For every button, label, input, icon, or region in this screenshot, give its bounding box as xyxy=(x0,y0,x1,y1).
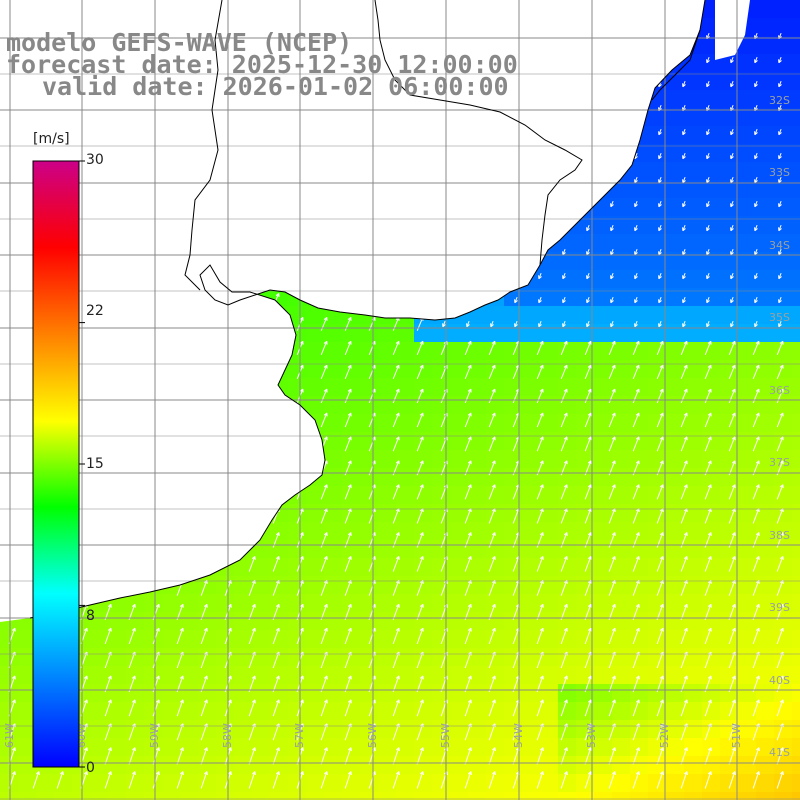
forecast-date: forecast date: 2025-12-30 12:00:00 xyxy=(6,50,518,79)
model-title: modelo GEFS-WAVE (NCEP) xyxy=(6,28,353,57)
coastline xyxy=(29,0,706,619)
latitude-label: 38S xyxy=(769,529,790,542)
longitude-label: 53W xyxy=(585,723,598,748)
colorbar-tick-label: 8 xyxy=(86,608,95,624)
longitude-label: 51W xyxy=(730,723,743,748)
latitude-label: 34S xyxy=(769,239,790,252)
latitude-label: 41S xyxy=(769,746,790,759)
longitude-label: 61W xyxy=(3,723,16,748)
colorbar-gradient xyxy=(32,160,80,768)
longitude-label: 52W xyxy=(658,723,671,748)
latitude-label: 35S xyxy=(769,311,790,324)
longitude-label: 58W xyxy=(221,723,234,748)
colorbar-unit: [m/s] xyxy=(33,131,70,147)
wind-arrows xyxy=(8,33,784,789)
longitude-label: 55W xyxy=(439,723,452,748)
longitude-label: 57W xyxy=(293,723,306,748)
colorbar-tick-label: 30 xyxy=(86,152,104,168)
latitude-label: 37S xyxy=(769,456,790,469)
longitude-label: 56W xyxy=(366,723,379,748)
colorbar-tick-label: 0 xyxy=(86,760,95,776)
latitude-label: 39S xyxy=(769,601,790,614)
latitude-label: 33S xyxy=(769,166,790,179)
colorbar-tick-label: 22 xyxy=(86,303,104,319)
latitude-label: 32S xyxy=(769,94,790,107)
land-mask xyxy=(0,0,750,622)
latitude-label: 36S xyxy=(769,384,790,397)
valid-date: valid date: 2026-01-02 06:00:00 xyxy=(42,72,509,101)
colorbar-tick-label: 15 xyxy=(86,456,104,472)
longitude-label: 59W xyxy=(148,723,161,748)
colorbar xyxy=(32,160,85,768)
latitude-label: 40S xyxy=(769,674,790,687)
longitude-label: 54W xyxy=(512,723,525,748)
